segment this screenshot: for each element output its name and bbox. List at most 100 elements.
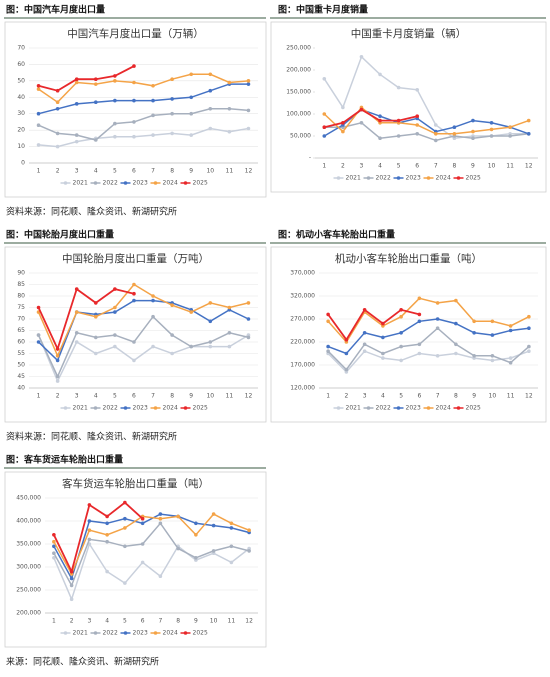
x-tick-label: 7 [151,393,155,400]
legend-label: 2025 [193,405,208,412]
data-point [189,133,194,137]
legend-marker [123,631,128,635]
legend-label: 2025 [466,175,481,182]
data-point [189,95,194,100]
data-point [36,333,41,337]
data-point [105,539,109,544]
data-point [55,379,60,383]
data-point [36,143,41,147]
y-tick-label: 450,000 [16,495,41,502]
data-point [170,303,174,308]
data-point [359,55,364,59]
y-tick-label: 350,000 [16,541,41,548]
legend-marker [153,631,158,635]
data-point [93,138,98,142]
x-tick-label: 1 [322,163,326,170]
data-point [326,349,330,354]
chart-title: 中国轮胎月度出口重量（万吨） [62,252,209,265]
data-point [194,556,198,560]
legend-marker [336,176,341,180]
data-point [158,516,163,521]
data-point [433,132,438,136]
legend-label: 2025 [193,630,208,637]
data-point [322,77,327,81]
data-point [417,342,422,347]
y-tick-label: 200,000 [16,610,41,617]
series-line [327,297,530,344]
chart: 客车货运车轮胎出口重量（吨） 200,000 250,000 300,000 350,0… [4,471,267,648]
x-tick-label: 10 [210,618,218,625]
data-point [132,358,136,363]
data-point [326,319,330,324]
data-point [435,301,440,305]
data-point [194,521,198,526]
x-tick-label: 4 [381,393,385,400]
legend-label: 2023 [406,175,421,182]
series-line [53,522,250,588]
x-tick-label: 11 [507,393,515,400]
x-tick-label: 11 [506,163,514,170]
x-tick-label: 6 [141,618,145,625]
legend-marker [396,406,401,410]
x-tick-label: 6 [415,163,419,170]
data-point [132,80,136,85]
data-point [69,569,74,574]
x-tick-label: 4 [105,618,109,625]
data-point [396,85,401,90]
x-tick-label: 4 [378,163,382,170]
y-tick-label: 80 [17,293,25,300]
x-tick-label: 4 [94,393,98,400]
y-tick-label: 0 [21,160,25,167]
series-line [37,287,135,352]
x-tick-label: 12 [245,393,253,400]
data-point [508,324,513,328]
x-tick-label: 5 [397,163,401,170]
data-point [489,121,494,125]
legend-marker [123,181,128,185]
data-point [415,132,420,136]
x-tick-label: 3 [75,393,79,400]
legend-label: 2024 [163,630,178,637]
legend-label: 2022 [103,405,118,412]
data-point [452,132,457,136]
data-point [105,569,109,574]
chart-title: 中国重卡月度销量（辆） [351,27,467,40]
data-point [417,296,422,301]
x-tick-label: 3 [87,618,91,625]
data-point [189,310,194,314]
x-tick-label: 12 [525,163,533,170]
y-tick-label: 45 [17,373,25,380]
data-point [113,287,117,291]
data-point [415,123,420,127]
data-point [176,546,180,551]
data-point [227,331,232,335]
data-point [194,533,198,537]
legend-label: 2025 [193,180,208,187]
data-point [132,298,136,303]
data-point [158,574,163,578]
y-tick-label: 50 [17,362,25,369]
data-point [208,340,213,344]
data-point [359,121,364,125]
y-tick-label: 270,000 [290,316,315,323]
data-point [93,100,98,105]
legend-label: 2021 [346,405,361,412]
data-point [74,102,79,106]
x-tick-label: 12 [245,618,253,625]
data-point [415,114,420,118]
y-tick-label: 200,000 [286,67,311,74]
legend-label: 2024 [436,175,451,182]
series-line [38,127,249,148]
data-point [246,82,251,86]
data-point [74,340,79,344]
data-point [229,544,234,549]
data-point [55,88,60,93]
y-tick-label: 50,000 [290,133,311,140]
data-point [378,118,382,123]
x-tick-label: 5 [399,393,403,400]
data-point [399,314,403,319]
x-tick-label: 11 [226,393,234,400]
y-tick-label: 30 [17,110,25,117]
series-line [38,73,249,104]
x-tick-label: 10 [489,393,497,400]
